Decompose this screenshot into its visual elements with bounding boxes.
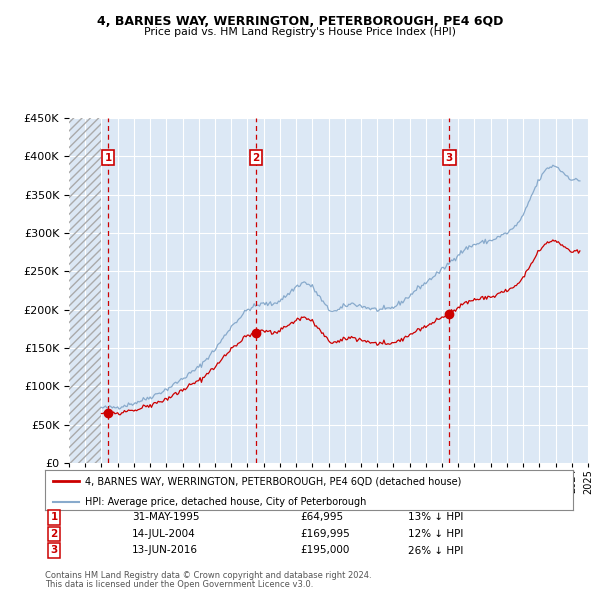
Text: 3: 3 <box>50 546 58 555</box>
Text: 4, BARNES WAY, WERRINGTON, PETERBOROUGH, PE4 6QD (detached house): 4, BARNES WAY, WERRINGTON, PETERBOROUGH,… <box>85 477 461 487</box>
Text: 13% ↓ HPI: 13% ↓ HPI <box>408 513 463 522</box>
Text: Contains HM Land Registry data © Crown copyright and database right 2024.: Contains HM Land Registry data © Crown c… <box>45 571 371 580</box>
Text: 2: 2 <box>253 153 260 163</box>
Text: Price paid vs. HM Land Registry's House Price Index (HPI): Price paid vs. HM Land Registry's House … <box>144 27 456 37</box>
Text: £64,995: £64,995 <box>300 513 343 522</box>
Text: £169,995: £169,995 <box>300 529 350 539</box>
Text: 4, BARNES WAY, WERRINGTON, PETERBOROUGH, PE4 6QD: 4, BARNES WAY, WERRINGTON, PETERBOROUGH,… <box>97 15 503 28</box>
Text: HPI: Average price, detached house, City of Peterborough: HPI: Average price, detached house, City… <box>85 497 366 507</box>
Text: 3: 3 <box>446 153 453 163</box>
Text: 31-MAY-1995: 31-MAY-1995 <box>132 513 199 522</box>
Text: 2: 2 <box>50 529 58 539</box>
Text: This data is licensed under the Open Government Licence v3.0.: This data is licensed under the Open Gov… <box>45 579 313 589</box>
Text: 26% ↓ HPI: 26% ↓ HPI <box>408 546 463 555</box>
Bar <box>69 118 101 463</box>
Text: 1: 1 <box>104 153 112 163</box>
Text: 14-JUL-2004: 14-JUL-2004 <box>132 529 196 539</box>
Bar <box>69 118 101 463</box>
Text: £195,000: £195,000 <box>300 546 349 555</box>
Text: 13-JUN-2016: 13-JUN-2016 <box>132 546 198 555</box>
Text: 1: 1 <box>50 513 58 522</box>
Text: 12% ↓ HPI: 12% ↓ HPI <box>408 529 463 539</box>
